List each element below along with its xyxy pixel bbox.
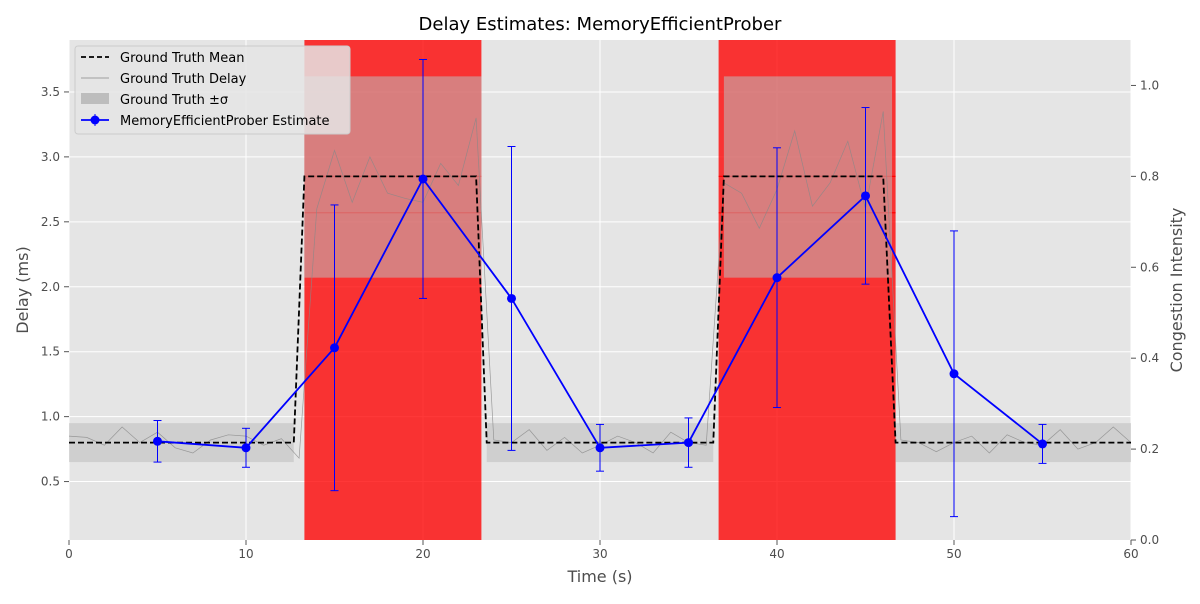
x-tick-label: 50 bbox=[946, 547, 961, 561]
y-tick-label: 2.0 bbox=[41, 280, 60, 294]
y2-axis-label: Congestion Intensity bbox=[1167, 208, 1186, 373]
estimate-point bbox=[418, 174, 428, 184]
estimate-point bbox=[861, 191, 870, 201]
estimate-point bbox=[595, 443, 605, 453]
estimate-point bbox=[507, 293, 516, 303]
y2-tick-label: 1.0 bbox=[1140, 78, 1159, 92]
x-tick-label: 0 bbox=[65, 547, 73, 561]
y-tick-label: 2.5 bbox=[41, 215, 60, 229]
y2-tick-label: 0.2 bbox=[1140, 442, 1159, 456]
estimate-point bbox=[1038, 439, 1047, 449]
legend-sigma-swatch bbox=[81, 93, 109, 104]
legend-delay-label: Ground Truth Delay bbox=[120, 72, 247, 87]
x-tick-label: 60 bbox=[1123, 547, 1138, 561]
y2-tick-label: 0.4 bbox=[1140, 351, 1159, 365]
legend-estimate-marker bbox=[90, 115, 100, 125]
y-tick-label: 3.0 bbox=[41, 150, 60, 164]
estimate-point bbox=[949, 369, 959, 379]
estimate-point bbox=[772, 273, 782, 283]
x-axis-label: Time (s) bbox=[566, 567, 632, 586]
estimate-series bbox=[153, 58, 1047, 518]
ground-truth-mean bbox=[69, 175, 1131, 444]
estimate-point bbox=[684, 438, 693, 448]
legend-sigma-label: Ground Truth ±σ bbox=[120, 93, 228, 108]
y-tick-label: 3.5 bbox=[41, 85, 60, 99]
legend-mean-label: Ground Truth Mean bbox=[120, 51, 244, 66]
y2-tick-label: 0.6 bbox=[1140, 260, 1159, 274]
chart-title: Delay Estimates: MemoryEfficientProber bbox=[419, 14, 782, 35]
y2-tick-label: 0.0 bbox=[1140, 533, 1159, 547]
legend: Ground Truth Mean Ground Truth Delay Gro… bbox=[74, 45, 351, 135]
y-tick-label: 1.0 bbox=[41, 410, 60, 424]
y-axis-label: Delay (ms) bbox=[13, 246, 32, 333]
estimate-point bbox=[153, 436, 162, 446]
legend-estimate-label: MemoryEfficientProber Estimate bbox=[120, 114, 330, 129]
x-tick-label: 40 bbox=[769, 547, 784, 561]
legend-box bbox=[74, 45, 351, 135]
estimate-point bbox=[241, 443, 251, 453]
y-tick-label: 1.5 bbox=[41, 345, 60, 359]
x-tick-label: 30 bbox=[592, 547, 607, 561]
ground-truth-mean-line bbox=[69, 175, 1131, 444]
x-tick-label: 10 bbox=[238, 547, 253, 561]
estimate-point bbox=[330, 343, 339, 353]
x-tick-label: 20 bbox=[415, 547, 430, 561]
y2-tick-label: 0.8 bbox=[1140, 169, 1159, 183]
y-tick-label: 0.5 bbox=[41, 475, 60, 489]
axes: 0 10 20 30 40 50 60 0.5 1.0 1.5 2.0 2.5 3.0 3.5 0.0 0.2… bbox=[41, 78, 1159, 561]
